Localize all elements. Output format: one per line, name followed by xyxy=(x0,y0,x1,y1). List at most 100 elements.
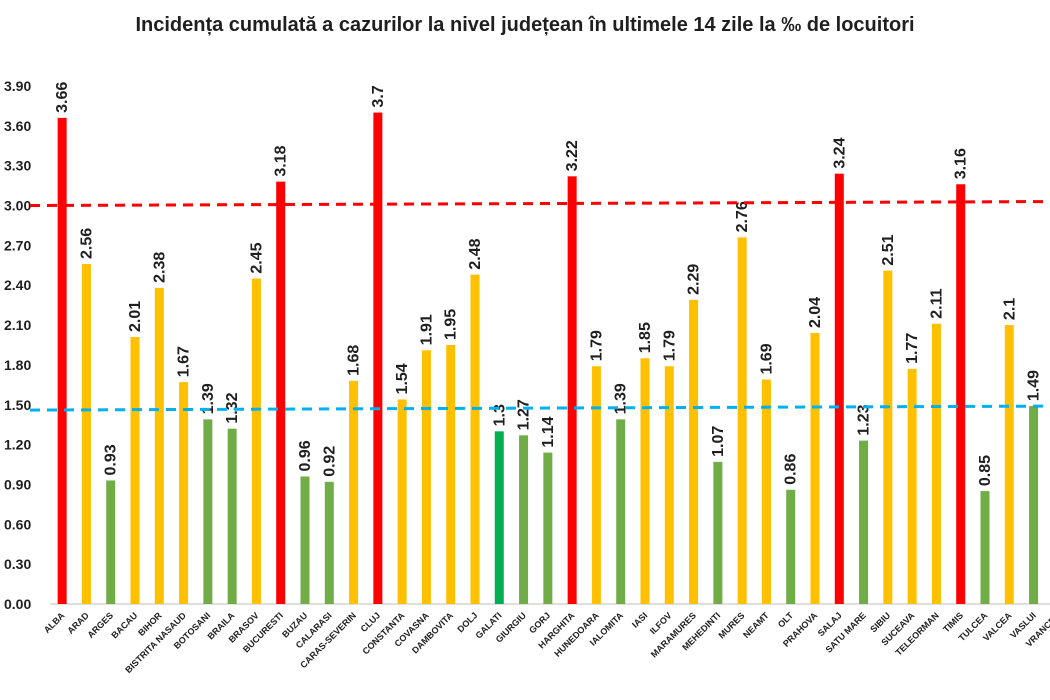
value-label: 1.39 xyxy=(613,383,630,414)
bar-bihor xyxy=(154,287,164,604)
bar-covasna xyxy=(421,350,431,604)
bar-buzau xyxy=(300,476,310,604)
value-label: 0.93 xyxy=(103,444,120,475)
value-label: 2.48 xyxy=(467,238,484,269)
category-label: OLT xyxy=(776,610,796,630)
value-label: 1.23 xyxy=(856,404,873,435)
y-tick-label: 2.10 xyxy=(4,317,31,333)
value-label: 1.69 xyxy=(758,343,775,374)
bar-arad xyxy=(81,263,91,604)
bar-salaj xyxy=(834,173,844,604)
value-label: 1.85 xyxy=(637,322,654,353)
bar-botosani xyxy=(203,419,213,604)
bar-timis xyxy=(956,184,966,605)
category-label: IASI xyxy=(630,610,649,629)
value-label: 0.85 xyxy=(977,455,994,486)
value-label: 1.67 xyxy=(176,346,193,377)
value-label: 2.11 xyxy=(928,288,945,318)
value-label: 2.04 xyxy=(807,297,824,328)
y-tick-label: 0.60 xyxy=(4,516,31,532)
value-label: 3.22 xyxy=(564,140,581,171)
value-label: 1.54 xyxy=(394,363,411,394)
value-label: 2.29 xyxy=(686,264,703,295)
bar-mehedinti xyxy=(713,461,723,604)
y-tick-label: 0.30 xyxy=(4,556,31,572)
bar-maramures xyxy=(689,299,699,604)
value-label: 1.32 xyxy=(224,392,241,423)
value-label: 2.1 xyxy=(1001,298,1018,320)
value-label: 2.38 xyxy=(151,252,168,283)
bar-satu-mare xyxy=(859,440,869,604)
bar-galati xyxy=(494,431,504,604)
bar-harghita xyxy=(567,176,577,605)
value-label: 1.77 xyxy=(904,333,921,364)
value-label: 1.79 xyxy=(588,330,605,361)
value-label: 2.76 xyxy=(734,201,751,232)
y-tick-label: 0.90 xyxy=(4,476,31,492)
bar-mures xyxy=(737,237,747,604)
y-tick-label: 1.50 xyxy=(4,397,31,413)
category-label: MURES xyxy=(716,610,746,640)
bar-neamt xyxy=(761,379,771,604)
bar-hunedoara xyxy=(591,366,601,604)
bar-bucuresti xyxy=(276,181,286,604)
chart-title: Incidența cumulată a cazurilor la nivel … xyxy=(135,14,915,36)
bar-suceava xyxy=(907,368,917,604)
bar-caras-severin xyxy=(349,380,359,604)
value-label: 1.07 xyxy=(710,426,727,457)
bar-bacau xyxy=(130,337,140,604)
value-label: 2.45 xyxy=(248,242,265,273)
value-label: 3.24 xyxy=(831,137,848,168)
value-label: 2.01 xyxy=(127,301,144,332)
y-tick-label: 1.80 xyxy=(4,357,31,373)
value-label: 0.96 xyxy=(297,440,314,471)
bar-olt xyxy=(786,489,796,604)
value-label: 2.51 xyxy=(880,234,897,265)
y-tick-label: 1.20 xyxy=(4,437,31,453)
category-label: BACAU xyxy=(109,610,139,640)
bar-arges xyxy=(106,480,116,604)
value-label: 1.95 xyxy=(443,309,460,340)
bar-brasov xyxy=(251,278,261,604)
bar-calarasi xyxy=(324,481,334,604)
bar-teleorman xyxy=(931,323,941,604)
y-tick-label: 0.00 xyxy=(4,596,31,612)
y-tick-label: 3.30 xyxy=(4,158,31,174)
value-label: 3.7 xyxy=(370,85,387,107)
bar-cluj xyxy=(373,112,383,605)
bar-alba xyxy=(57,117,67,604)
bar-gorj xyxy=(543,452,553,604)
bar-bistrita-nasaud xyxy=(179,382,189,604)
value-label: 1.68 xyxy=(346,345,363,376)
y-tick-label: 3.00 xyxy=(4,198,31,214)
y-tick-label: 2.70 xyxy=(4,237,31,253)
bar-tulcea xyxy=(980,491,990,604)
value-label: 1.39 xyxy=(200,383,217,414)
value-label: 3.18 xyxy=(273,145,290,176)
reference-line-1 xyxy=(29,404,1050,412)
bar-sibiu xyxy=(883,270,893,604)
category-label: ALBA xyxy=(42,610,67,635)
y-tick-label: 2.40 xyxy=(4,277,31,293)
value-label: 2.56 xyxy=(78,228,95,259)
reference-line-0 xyxy=(29,200,1050,208)
value-label: 1.79 xyxy=(661,330,678,361)
bar-ilfov xyxy=(664,366,674,604)
bar-ialomita xyxy=(616,419,626,604)
bar-constanta xyxy=(397,399,407,604)
bar-iasi xyxy=(640,358,650,604)
category-label: TELEORMAN xyxy=(893,610,940,657)
bar-vaslui xyxy=(1029,406,1039,604)
category-label: NEAMT xyxy=(741,610,771,640)
value-label: 1.49 xyxy=(1026,370,1043,401)
y-tick-label: 3.90 xyxy=(4,78,31,94)
bar-braila xyxy=(227,428,237,604)
bar-valcea xyxy=(1004,325,1014,604)
bar-giurgiu xyxy=(519,435,529,604)
bar-dambovita xyxy=(446,345,456,604)
y-tick-label: 3.60 xyxy=(4,118,31,134)
bar-prahova xyxy=(810,333,820,604)
bar-dolj xyxy=(470,274,480,604)
value-label: 0.86 xyxy=(783,454,800,485)
